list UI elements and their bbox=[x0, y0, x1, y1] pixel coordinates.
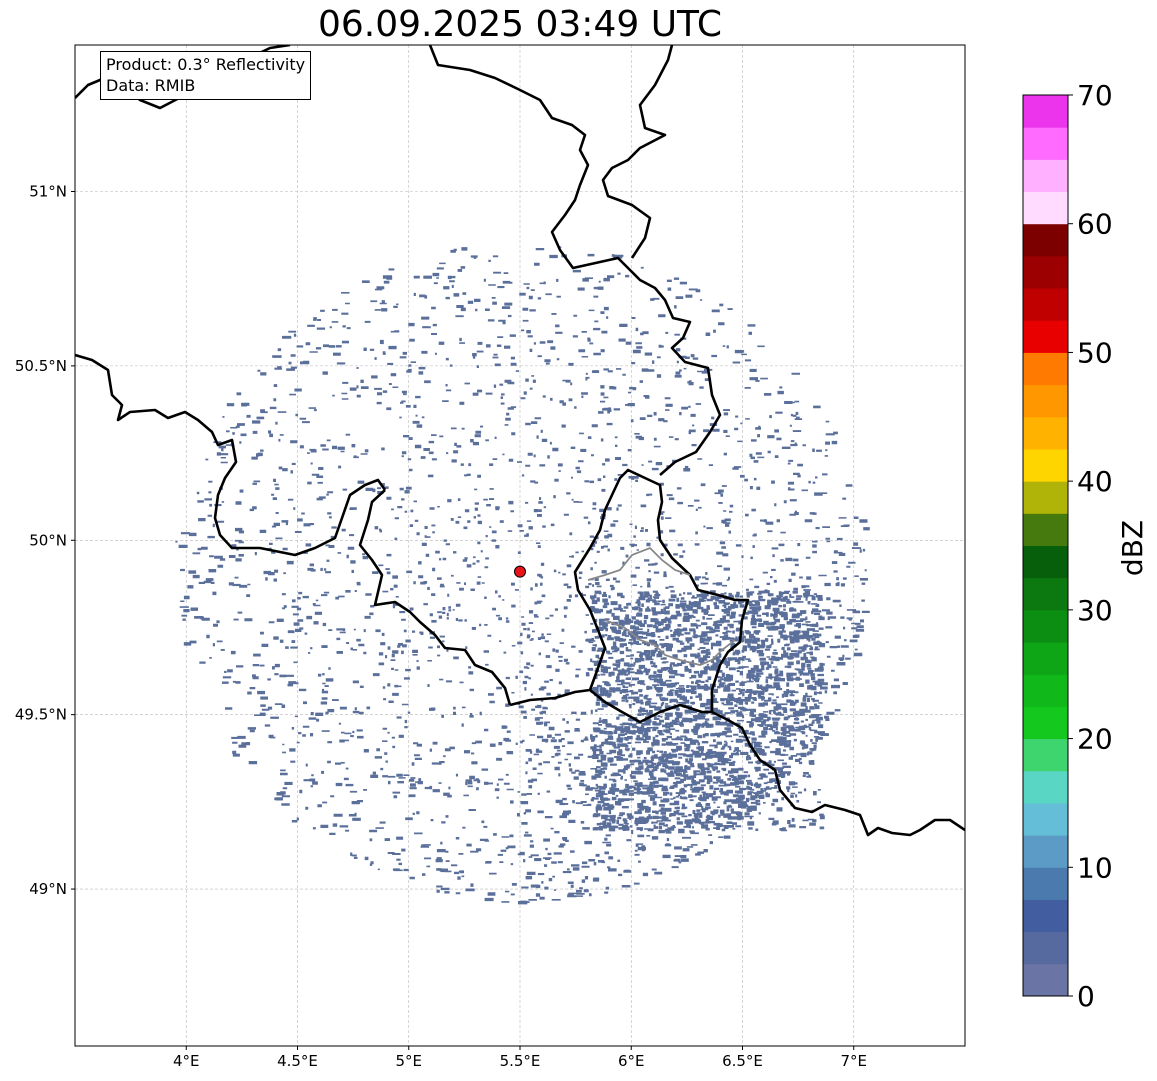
colorbar-segment bbox=[1023, 609, 1068, 643]
colorbar-tick-label: 70 bbox=[1077, 79, 1113, 112]
info-box: Product: 0.3° Reflectivity Data: RMIB bbox=[100, 51, 312, 100]
lon-tick-label: 4°E bbox=[173, 1052, 200, 1070]
colorbar-segment bbox=[1023, 706, 1068, 740]
colorbar-frame bbox=[1022, 94, 1069, 997]
colorbar-segment bbox=[1023, 448, 1068, 482]
colorbar-segment bbox=[1023, 223, 1068, 257]
data-source-label: Data: RMIB bbox=[106, 76, 196, 95]
colorbar-segment bbox=[1023, 127, 1068, 160]
colorbar-segment bbox=[1023, 642, 1068, 675]
belgium-luxembourg-border bbox=[358, 489, 512, 706]
belgium-france-border bbox=[75, 353, 387, 557]
lon-tick-label: 5.5°E bbox=[500, 1052, 541, 1070]
colorbar-tick-label: 20 bbox=[1077, 723, 1113, 756]
longitude-ticks: 4°E 4.5°E 5°E 5.5°E 6°E 6.5°E 7°E bbox=[173, 1046, 867, 1070]
netherlands-germany-border-north bbox=[601, 45, 674, 259]
colorbar-segment bbox=[1023, 288, 1068, 321]
latitude-ticks: 51°N 50.5°N 50°N 49.5°N 49°N bbox=[15, 182, 75, 898]
colorbar-segment bbox=[1023, 545, 1068, 579]
colorbar-tick-label: 30 bbox=[1077, 594, 1113, 627]
river-moselle bbox=[587, 546, 691, 581]
lat-tick-label: 49.5°N bbox=[15, 706, 67, 724]
colorbar-segment bbox=[1023, 835, 1068, 868]
colorbar-segment bbox=[1023, 481, 1068, 514]
lon-tick-label: 6.5°E bbox=[722, 1052, 763, 1070]
colorbar-segment bbox=[1023, 802, 1068, 836]
colorbar-segment bbox=[1023, 320, 1068, 353]
colorbar-label: dBZ bbox=[1116, 520, 1149, 576]
luxembourg-loop-border bbox=[509, 468, 750, 712]
colorbar-segment bbox=[1023, 513, 1068, 546]
colorbar-tick-label: 50 bbox=[1077, 336, 1113, 369]
colorbar-segment bbox=[1023, 963, 1068, 997]
lon-tick-label: 5°E bbox=[395, 1052, 422, 1070]
radar-site-marker[interactable] bbox=[514, 565, 526, 578]
lat-tick-label: 50.5°N bbox=[15, 357, 67, 375]
colorbar-segment bbox=[1023, 255, 1068, 289]
colorbar-segment bbox=[1023, 159, 1068, 193]
colorbar-segment bbox=[1023, 867, 1068, 900]
france-germany-border bbox=[589, 688, 965, 837]
colorbar-segment bbox=[1023, 352, 1068, 386]
colorbar-tick-label: 10 bbox=[1077, 851, 1113, 884]
map-title: 06.09.2025 03:49 UTC bbox=[317, 4, 723, 45]
colorbar-tick-label: 60 bbox=[1077, 208, 1113, 241]
colorbar-segment bbox=[1023, 577, 1068, 611]
product-label: Product: 0.3° Reflectivity bbox=[106, 55, 306, 74]
gridlines bbox=[75, 45, 965, 1046]
lat-tick-label: 50°N bbox=[29, 531, 67, 549]
colorbar-segment bbox=[1023, 931, 1068, 965]
lat-tick-label: 49°N bbox=[29, 880, 67, 898]
lon-tick-label: 6°E bbox=[618, 1052, 645, 1070]
colorbar-tick-label: 40 bbox=[1077, 465, 1113, 498]
colorbar-segment bbox=[1023, 191, 1068, 225]
colorbar-segment bbox=[1023, 738, 1068, 772]
river-sauer bbox=[604, 619, 736, 666]
netherlands-germany-border bbox=[428, 45, 722, 476]
country-borders bbox=[75, 45, 965, 837]
lat-tick-label: 51°N bbox=[29, 182, 67, 200]
colorbar-tick-label: 0 bbox=[1077, 980, 1095, 1013]
colorbar-segment bbox=[1023, 384, 1068, 418]
colorbar: 0 10 20 30 40 50 60 70 bbox=[1022, 79, 1113, 1013]
colorbar-segment bbox=[1023, 95, 1068, 128]
colorbar-segment bbox=[1023, 674, 1068, 707]
colorbar-segment bbox=[1023, 899, 1068, 933]
colorbar-segment bbox=[1023, 770, 1068, 804]
lon-tick-label: 4.5°E bbox=[277, 1052, 318, 1070]
lon-tick-label: 7°E bbox=[840, 1052, 867, 1070]
colorbar-segment bbox=[1023, 416, 1068, 450]
